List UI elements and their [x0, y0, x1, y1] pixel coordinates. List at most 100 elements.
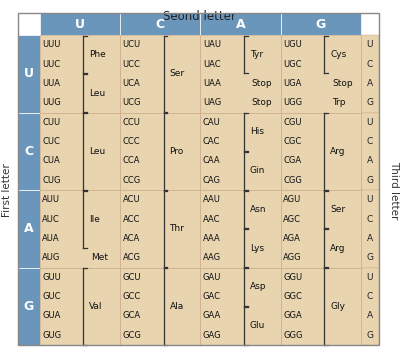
Text: CCC: CCC	[123, 137, 140, 146]
Text: Third letter: Third letter	[389, 161, 399, 219]
Text: CUA: CUA	[42, 156, 60, 166]
Text: Pro: Pro	[170, 147, 184, 156]
Bar	[18, 112, 40, 190]
Text: C: C	[367, 215, 373, 224]
Text: AUA: AUA	[42, 234, 60, 243]
Text: Asp: Asp	[250, 282, 266, 291]
Text: Stop: Stop	[252, 79, 272, 88]
Bar	[281, 35, 361, 112]
Text: Gly: Gly	[330, 302, 345, 311]
Text: A: A	[24, 222, 34, 235]
Text: AAA: AAA	[203, 234, 221, 243]
Text: CUC: CUC	[42, 137, 60, 146]
Text: UCC: UCC	[123, 60, 140, 69]
Text: UCG: UCG	[123, 98, 141, 107]
Text: C: C	[24, 145, 34, 158]
Text: Ser: Ser	[170, 69, 185, 78]
Text: U: U	[367, 40, 373, 49]
Text: UUA: UUA	[42, 79, 60, 88]
Text: CGU: CGU	[283, 118, 302, 127]
Text: C: C	[367, 292, 373, 301]
Text: A: A	[367, 312, 373, 321]
Text: UGU: UGU	[283, 40, 302, 49]
Text: AGA: AGA	[283, 234, 301, 243]
Bar	[120, 35, 200, 112]
Text: UGG: UGG	[283, 98, 302, 107]
Text: U: U	[367, 195, 373, 204]
Bar	[40, 267, 120, 345]
Text: G: G	[366, 176, 374, 185]
Text: C: C	[367, 137, 373, 146]
Text: AAG: AAG	[203, 253, 221, 262]
Text: GUA: GUA	[42, 312, 61, 321]
Text: UAC: UAC	[203, 60, 220, 69]
Bar	[200, 190, 281, 267]
Text: G: G	[366, 253, 374, 262]
Text: U: U	[24, 67, 34, 80]
Text: UAA: UAA	[203, 79, 221, 88]
Text: U: U	[367, 118, 373, 127]
Text: AGG: AGG	[283, 253, 302, 262]
Text: Met: Met	[91, 253, 108, 262]
Bar	[40, 13, 120, 35]
Bar	[281, 190, 361, 267]
Text: Stop: Stop	[332, 79, 353, 88]
Bar	[200, 13, 281, 35]
Text: CCA: CCA	[123, 156, 140, 166]
Text: A: A	[236, 18, 245, 30]
Text: Seond letter: Seond letter	[163, 10, 236, 23]
Text: C: C	[367, 60, 373, 69]
Text: Phe: Phe	[89, 50, 106, 59]
Text: GGC: GGC	[283, 292, 302, 301]
Bar	[18, 190, 40, 267]
Text: CUG: CUG	[42, 176, 61, 185]
Text: CGG: CGG	[283, 176, 302, 185]
Text: UCU: UCU	[123, 40, 141, 49]
Text: CAA: CAA	[203, 156, 220, 166]
Text: CUU: CUU	[42, 118, 60, 127]
Text: GUC: GUC	[42, 292, 61, 301]
Bar	[281, 13, 361, 35]
Bar	[361, 35, 379, 112]
Text: His: His	[250, 127, 264, 136]
Text: ACU: ACU	[123, 195, 140, 204]
Text: GUU: GUU	[42, 273, 61, 282]
Bar	[361, 112, 379, 190]
Text: AUU: AUU	[42, 195, 60, 204]
Bar	[40, 35, 120, 112]
Text: U: U	[367, 273, 373, 282]
Text: GGG: GGG	[283, 331, 303, 340]
Text: A: A	[367, 79, 373, 88]
Text: Arg: Arg	[330, 147, 346, 156]
Text: AGC: AGC	[283, 215, 301, 224]
Text: CGA: CGA	[283, 156, 301, 166]
Text: GUG: GUG	[42, 331, 62, 340]
Text: A: A	[367, 156, 373, 166]
Text: AUG: AUG	[42, 253, 61, 262]
Text: GGA: GGA	[283, 312, 302, 321]
Text: A: A	[367, 234, 373, 243]
Bar	[120, 112, 200, 190]
Bar	[120, 13, 200, 35]
Text: GAC: GAC	[203, 292, 221, 301]
Text: CCU: CCU	[123, 118, 140, 127]
Text: Glu: Glu	[250, 321, 265, 330]
Text: CAC: CAC	[203, 137, 220, 146]
Text: Lys: Lys	[250, 244, 264, 253]
Text: GCG: GCG	[123, 331, 142, 340]
Text: GAU: GAU	[203, 273, 221, 282]
Text: GCA: GCA	[123, 312, 141, 321]
Text: CAG: CAG	[203, 176, 221, 185]
Text: GCC: GCC	[123, 292, 141, 301]
Text: Thr: Thr	[170, 224, 184, 233]
Text: UUC: UUC	[42, 60, 60, 69]
Text: Stop: Stop	[252, 98, 272, 107]
Bar	[18, 35, 40, 112]
Text: ACA: ACA	[123, 234, 140, 243]
Text: ACG: ACG	[123, 253, 141, 262]
Text: UAU: UAU	[203, 40, 221, 49]
Bar	[120, 190, 200, 267]
Text: UCA: UCA	[123, 79, 140, 88]
Text: Tyr: Tyr	[250, 50, 263, 59]
Text: UUG: UUG	[42, 98, 61, 107]
